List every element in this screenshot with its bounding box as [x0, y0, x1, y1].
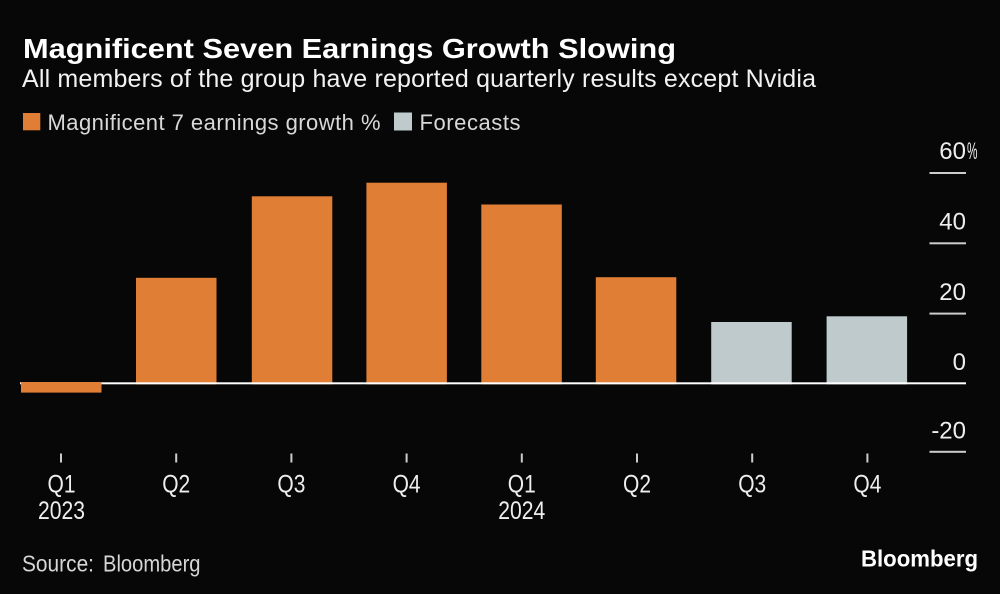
svg-text:Q1: Q1 [48, 471, 76, 499]
svg-text:40: 40 [939, 209, 966, 236]
svg-text:Magnificent Seven Earnings Gro: Magnificent Seven Earnings Growth Slowin… [23, 33, 676, 64]
svg-text:Bloomberg: Bloomberg [861, 546, 978, 572]
svg-text:20: 20 [939, 279, 966, 306]
svg-text:Q2: Q2 [162, 471, 190, 499]
svg-text:%: % [967, 138, 978, 165]
svg-text:0: 0 [953, 349, 966, 376]
svg-text:2023: 2023 [38, 497, 85, 525]
svg-text:Magnificent 7 earnings growth: Magnificent 7 earnings growth % [48, 110, 381, 135]
svg-text:All members of the group have: All members of the group have reported q… [22, 65, 816, 93]
svg-text:Q1: Q1 [508, 471, 536, 499]
svg-text:Source:: Source: [22, 551, 94, 577]
svg-text:Bloomberg: Bloomberg [103, 551, 201, 577]
svg-text:Q4: Q4 [853, 471, 881, 499]
svg-text:60: 60 [939, 138, 966, 165]
svg-text:-20: -20 [931, 418, 966, 445]
svg-text:Q4: Q4 [393, 471, 421, 499]
svg-text:Q3: Q3 [738, 471, 766, 499]
svg-text:Forecasts: Forecasts [420, 110, 521, 135]
svg-text:2024: 2024 [498, 497, 545, 525]
svg-text:Q3: Q3 [277, 471, 305, 499]
svg-text:Q2: Q2 [623, 471, 651, 499]
